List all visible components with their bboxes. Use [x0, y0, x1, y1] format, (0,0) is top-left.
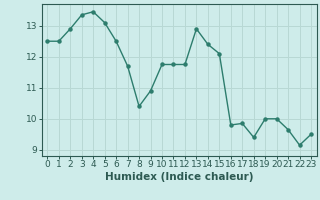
X-axis label: Humidex (Indice chaleur): Humidex (Indice chaleur): [105, 172, 253, 182]
